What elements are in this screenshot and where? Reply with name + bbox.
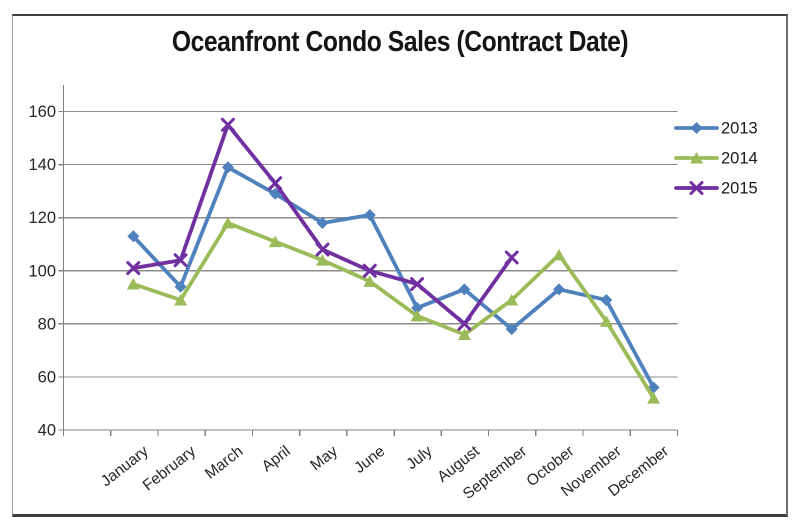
legend-label: 2013: [721, 120, 758, 138]
x-axis-label: June: [351, 443, 388, 477]
y-axis-label: 120: [28, 209, 56, 227]
legend-item-2015: 2015: [674, 180, 758, 198]
series-2015-marker: [268, 176, 283, 191]
series-2015-marker: [504, 250, 519, 265]
series-2015-marker: [457, 316, 472, 331]
y-axis-label: 140: [28, 156, 56, 174]
series-2013-marker: [174, 280, 187, 293]
y-axis-label: 80: [38, 315, 56, 333]
series-2015-marker: [220, 117, 235, 132]
series-2014-marker: [457, 328, 471, 340]
y-axis-label: 160: [28, 103, 56, 121]
series-2015-marker: [362, 263, 377, 278]
chart-title: Oceanfront Condo Sales (Contract Date): [171, 26, 629, 58]
series-2013-marker: [600, 293, 613, 306]
series-2014-marker: [221, 217, 235, 229]
series-2013-marker: [458, 283, 471, 296]
series-2014-marker: [647, 392, 661, 404]
legend-x-marker: [689, 181, 704, 195]
series-2014-marker: [505, 293, 519, 306]
series-2013-marker: [221, 161, 234, 174]
series-2014-marker: [363, 275, 377, 287]
series-2013-line: [131, 165, 656, 390]
x-axis-label: July: [403, 443, 435, 474]
series-2013-marker: [553, 283, 565, 296]
series-2013-marker: [269, 187, 282, 200]
x-axis-label: May: [307, 443, 341, 475]
series-2014-marker: [552, 248, 566, 261]
series-2015: [126, 117, 519, 331]
legend-triangle-marker: [690, 152, 703, 164]
y-axis-label: 40: [38, 422, 56, 440]
series-2013-marker: [316, 217, 329, 229]
x-axis-label: February: [140, 443, 200, 495]
series-2013-marker: [127, 230, 140, 243]
series-2014: [126, 217, 661, 404]
legend-item-2013: 2013: [674, 120, 758, 138]
series-2014-marker: [268, 235, 282, 248]
series-2015-marker: [315, 242, 330, 257]
legend-label: 2015: [721, 180, 758, 198]
x-axis-label: April: [259, 443, 294, 475]
y-axis-label: 100: [28, 262, 56, 280]
series-2015-marker: [410, 277, 425, 292]
series-2014-line: [131, 221, 656, 401]
series-2015-marker: [173, 253, 188, 268]
series-2014-marker: [174, 293, 188, 306]
series-2013-marker: [363, 209, 376, 222]
legend-item-2014: 2014: [674, 150, 758, 168]
series-2013-marker: [411, 301, 424, 314]
series-2013-marker: [505, 323, 518, 336]
legend-label: 2014: [721, 150, 758, 168]
x-axis-label: March: [202, 443, 246, 483]
series-2014-marker: [599, 315, 613, 327]
y-axis-label: 60: [38, 368, 56, 386]
series-2014-marker: [410, 309, 424, 322]
series-2014-marker: [126, 278, 140, 290]
series-2015-marker: [126, 261, 141, 276]
legend-diamond-marker: [690, 122, 703, 134]
series-2014-marker: [316, 254, 329, 266]
series-2013: [127, 161, 660, 394]
